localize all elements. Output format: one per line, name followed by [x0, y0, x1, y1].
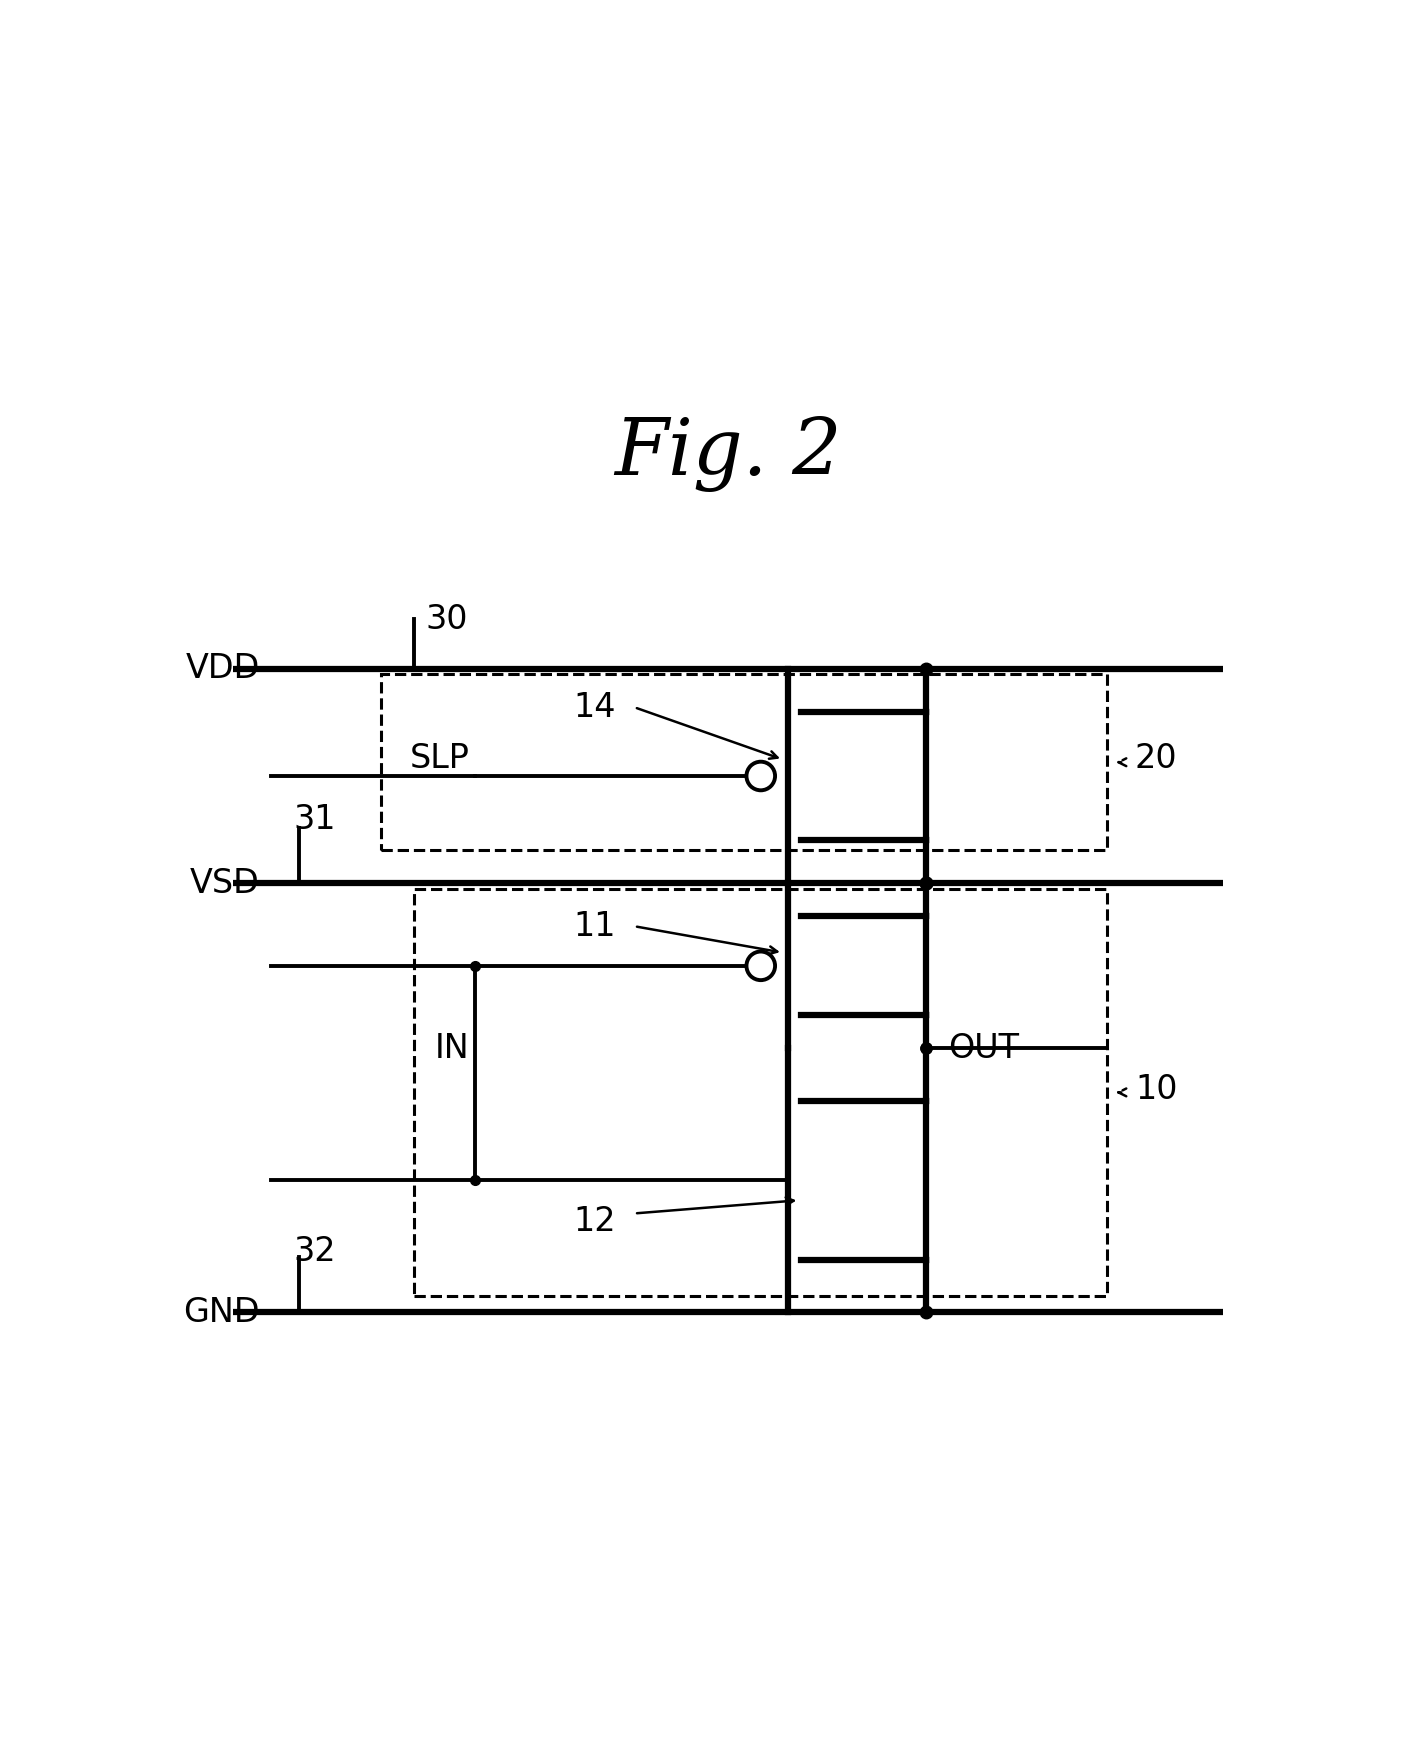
Text: IN: IN: [435, 1031, 469, 1065]
Circle shape: [747, 762, 775, 790]
Text: 10: 10: [1135, 1072, 1177, 1105]
Text: Fig. 2: Fig. 2: [613, 415, 842, 493]
Circle shape: [747, 952, 775, 980]
Text: 20: 20: [1135, 743, 1177, 776]
Bar: [415, 889, 1108, 1295]
Bar: [381, 674, 1108, 850]
Text: 12: 12: [574, 1204, 616, 1237]
Text: 32: 32: [293, 1236, 335, 1269]
Text: VSD: VSD: [190, 866, 260, 899]
Text: 31: 31: [293, 803, 335, 836]
Text: 30: 30: [425, 602, 467, 635]
Text: 11: 11: [574, 910, 616, 943]
Text: VDD: VDD: [186, 653, 260, 685]
Text: 14: 14: [574, 690, 616, 723]
Text: GND: GND: [183, 1295, 260, 1329]
Text: SLP: SLP: [409, 743, 469, 776]
Text: OUT: OUT: [949, 1031, 1020, 1065]
